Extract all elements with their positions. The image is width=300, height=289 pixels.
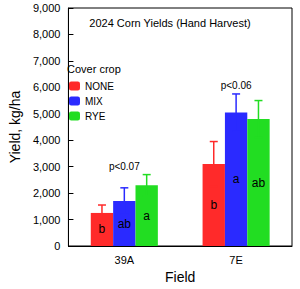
svg-text:NONE: NONE — [85, 81, 114, 92]
svg-text:7E: 7E — [229, 254, 242, 266]
svg-text:Yield, kg/ha: Yield, kg/ha — [7, 90, 23, 163]
svg-text:p<0.07: p<0.07 — [109, 161, 140, 172]
svg-text:1,000: 1,000 — [33, 214, 61, 226]
svg-text:9,000: 9,000 — [33, 2, 61, 14]
svg-text:2,000: 2,000 — [33, 187, 61, 199]
svg-text:0: 0 — [54, 240, 60, 252]
svg-text:p<0.06: p<0.06 — [221, 80, 252, 91]
svg-text:2024 Corn Yields (Hand Harvest: 2024 Corn Yields (Hand Harvest) — [89, 17, 250, 29]
svg-text:7,000: 7,000 — [33, 55, 61, 67]
svg-text:ab: ab — [252, 176, 266, 190]
svg-text:4,000: 4,000 — [33, 134, 61, 146]
svg-text:b: b — [99, 222, 106, 236]
svg-text:Cover crop: Cover crop — [67, 63, 121, 75]
svg-text:ab: ab — [118, 217, 132, 231]
svg-text:RYE: RYE — [85, 111, 106, 122]
svg-text:5,000: 5,000 — [33, 108, 61, 120]
svg-text:39A: 39A — [115, 254, 135, 266]
svg-text:6,000: 6,000 — [33, 81, 61, 93]
svg-text:8,000: 8,000 — [33, 28, 61, 40]
svg-text:a: a — [233, 172, 240, 186]
svg-text:a: a — [143, 209, 150, 223]
svg-text:Field: Field — [165, 269, 195, 285]
svg-text:MIX: MIX — [85, 96, 103, 107]
svg-text:3,000: 3,000 — [33, 161, 61, 173]
svg-text:b: b — [210, 198, 217, 212]
